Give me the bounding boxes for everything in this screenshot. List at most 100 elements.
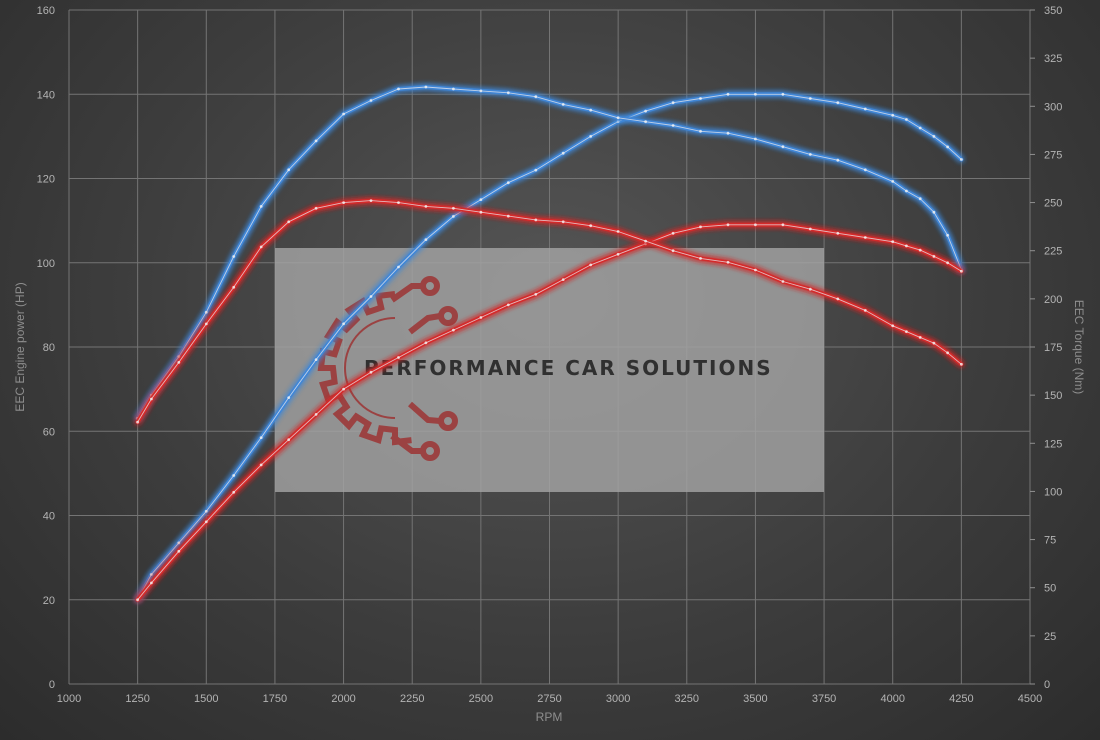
data-point-torque_stock (259, 245, 263, 249)
data-point-power_tuned (905, 118, 908, 121)
data-point-torque_tuned (905, 189, 908, 193)
data-point-power_stock (369, 370, 373, 374)
data-point-power_stock (232, 490, 236, 494)
data-point-torque_tuned (534, 95, 538, 99)
data-point-torque_tuned (479, 89, 483, 93)
data-point-torque_tuned (259, 205, 263, 208)
data-point-power_tuned (644, 109, 647, 113)
data-point-torque_stock (960, 362, 963, 366)
data-point-torque_tuned (506, 91, 510, 95)
y-left-tick-label: 60 (43, 426, 55, 438)
data-point-power_tuned (232, 474, 236, 477)
data-point-power_tuned (754, 92, 757, 96)
data-point-power_stock (397, 356, 400, 359)
series-torque_stock (135, 198, 964, 425)
y-right-tick-label: 175 (1044, 342, 1062, 354)
tick-labels: 1000 1250 1500 1750 2000 2250 2500 2750 3000 3250… (37, 5, 1063, 705)
data-point-torque_stock (726, 260, 730, 264)
series-torque_tuned (135, 85, 964, 421)
data-point-torque_stock (946, 351, 949, 355)
data-point-power_stock (699, 225, 702, 229)
data-point-power_tuned (589, 135, 593, 138)
data-point-torque_tuned (204, 310, 208, 314)
data-point-power_stock (424, 341, 428, 345)
data-point-torque_tuned (918, 197, 922, 201)
y-right-tick-label: 75 (1044, 535, 1056, 547)
data-point-power_tuned (259, 436, 263, 439)
data-point-torque_stock (314, 206, 318, 210)
data-point-torque_tuned (452, 87, 455, 91)
x-tick-label: 4500 (1018, 693, 1042, 705)
data-point-power_stock (204, 520, 208, 524)
x-tick-label: 1750 (263, 693, 287, 705)
data-point-torque_stock (699, 257, 702, 260)
data-point-power_stock (905, 244, 908, 248)
data-point-torque_tuned (946, 233, 949, 237)
x-tick-label: 1250 (125, 693, 149, 705)
data-point-power_stock (918, 248, 922, 252)
x-tick-label: 1000 (57, 693, 81, 705)
data-point-power_tuned (397, 265, 400, 269)
series-core-power_tuned (137, 93, 962, 601)
data-point-power_tuned (479, 198, 483, 202)
y-axis-left-title: EEC Engine power (HP) (13, 282, 27, 411)
data-point-torque_tuned (369, 99, 373, 102)
y-left-tick-label: 40 (43, 511, 55, 523)
gear-circuit-icon (317, 276, 458, 461)
series-power_tuned (135, 92, 964, 602)
data-point-power_tuned (946, 145, 949, 149)
data-point-torque_tuned (891, 180, 895, 183)
data-point-torque_stock (424, 205, 428, 208)
data-point-torque_stock (479, 210, 483, 214)
data-point-power_stock (287, 438, 291, 442)
x-tick-label: 4000 (880, 693, 904, 705)
watermark-text: PERFORMANCE CAR SOLUTIONS (364, 356, 773, 380)
data-point-power_tuned (671, 101, 675, 105)
y-right-tick-label: 150 (1044, 390, 1062, 402)
y-left-tick-label: 0 (49, 679, 55, 691)
data-point-power_tuned (863, 107, 867, 111)
data-point-power_tuned (616, 120, 620, 123)
data-point-power_tuned (726, 92, 730, 96)
data-point-torque_stock (232, 285, 236, 289)
data-point-torque_stock (616, 230, 620, 233)
x-tick-label: 2750 (537, 693, 561, 705)
data-point-torque_tuned (781, 145, 785, 149)
data-point-power_tuned (204, 509, 208, 513)
data-point-power_stock (726, 223, 730, 227)
data-point-power_stock (452, 328, 455, 332)
data-point-power_tuned (452, 215, 455, 218)
data-point-power_tuned (891, 113, 895, 117)
series-power_stock (135, 222, 964, 602)
data-point-torque_stock (452, 206, 455, 210)
data-point-power_tuned (808, 97, 812, 100)
data-point-power_stock (836, 231, 840, 235)
data-point-torque_tuned (424, 85, 428, 89)
y-right-tick-label: 200 (1044, 294, 1062, 306)
y-right-tick-label: 125 (1044, 438, 1062, 450)
data-point-torque_tuned (932, 210, 936, 214)
data-point-torque_tuned (287, 168, 291, 172)
data-point-torque_tuned (836, 158, 840, 162)
data-point-torque_stock (561, 220, 565, 224)
data-point-torque_stock (905, 330, 908, 333)
data-point-power_tuned (918, 126, 922, 130)
data-point-power_tuned (781, 92, 785, 96)
data-point-power_stock (136, 598, 140, 602)
series-core-power_stock (137, 224, 962, 601)
y-left-tick-label: 20 (43, 595, 55, 607)
data-point-power_tuned (314, 358, 318, 361)
y-right-tick-label: 100 (1044, 486, 1062, 498)
y-right-tick-label: 275 (1044, 149, 1062, 161)
data-point-torque_stock (932, 341, 936, 345)
data-point-power_stock (589, 263, 593, 267)
data-point-torque_tuned (644, 120, 647, 124)
data-point-power_tuned (836, 101, 840, 105)
watermark: PERFORMANCE CAR SOLUTIONS (275, 248, 824, 492)
data-point-torque_stock (918, 336, 922, 339)
data-point-torque_tuned (177, 355, 181, 358)
data-point-torque_stock (397, 201, 400, 205)
data-point-torque_tuned (699, 129, 702, 133)
data-point-torque_stock (369, 199, 373, 203)
